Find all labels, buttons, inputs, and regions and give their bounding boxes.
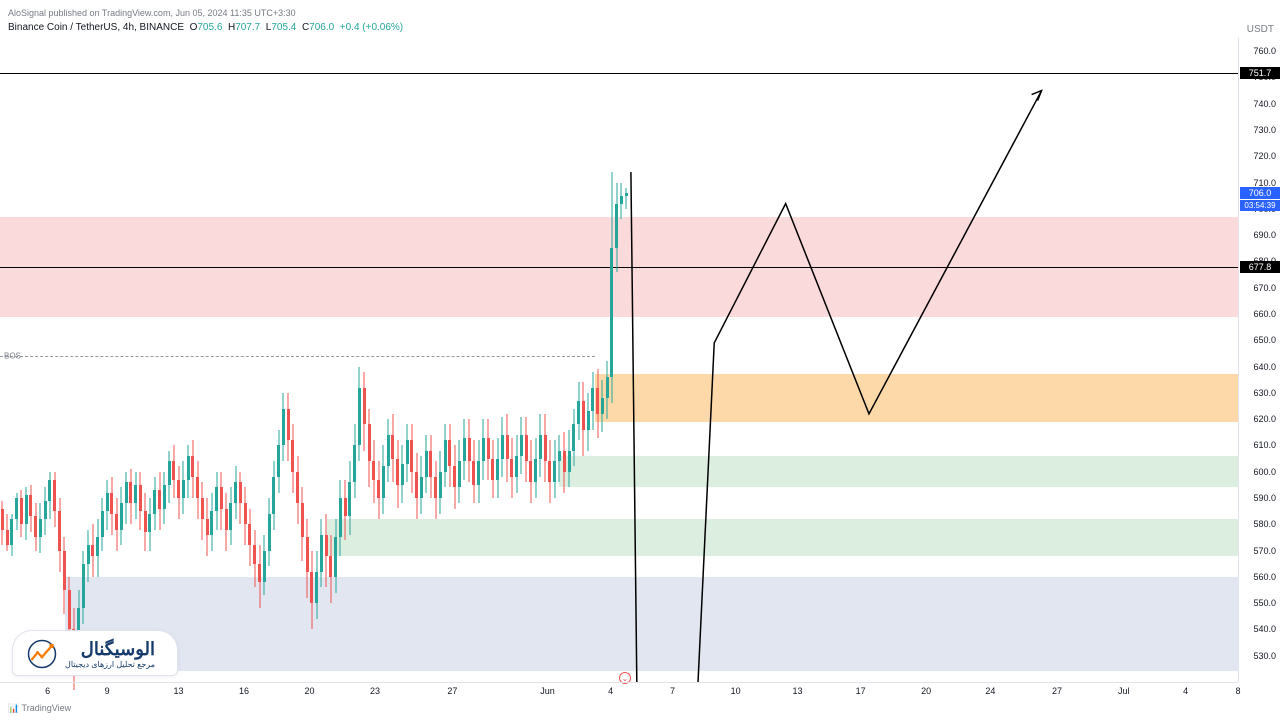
- symbol-ohlc: Binance Coin / TetherUS, 4h, BINANCE O70…: [8, 22, 403, 33]
- y-tick: 560.0: [1253, 572, 1276, 582]
- x-axis[interactable]: 6 9 13 16 20 23 27 Jun 4 7 10 13 17 20 24 27 Jul 4 8: [0, 682, 1238, 700]
- y-tick: 620.0: [1253, 414, 1276, 424]
- y-tick: 660.0: [1253, 309, 1276, 319]
- brand-logo-icon: [27, 639, 57, 669]
- y-tick: 530.0: [1253, 651, 1276, 661]
- y-tick: 610.0: [1253, 440, 1276, 450]
- price-tag: 751.7: [1240, 67, 1280, 79]
- brand-subtitle: مرجع تحلیل ارزهای دیجیتال: [65, 660, 155, 669]
- chart-area[interactable]: BOS⌄: [0, 38, 1238, 682]
- tradingview-mark: 📊 TradingView: [8, 703, 71, 714]
- x-tick: 23: [370, 686, 380, 696]
- x-tick: 4: [1183, 686, 1188, 696]
- y-tick: 540.0: [1253, 624, 1276, 634]
- y-tick: 740.0: [1253, 99, 1276, 109]
- y-tick: 690.0: [1253, 230, 1276, 240]
- x-tick: Jun: [540, 686, 555, 696]
- ohlc-c: 706.0: [309, 22, 334, 33]
- symbol-name: Binance Coin / TetherUS, 4h, BINANCE: [8, 22, 184, 33]
- y-axis-title: USDT: [1247, 24, 1274, 35]
- y-axis[interactable]: USDT 760.0750.0740.0730.0720.0710.0700.0…: [1238, 38, 1280, 682]
- y-tick: 730.0: [1253, 125, 1276, 135]
- y-tick: 710.0: [1253, 178, 1276, 188]
- x-tick: 9: [105, 686, 110, 696]
- ohlc-h: 707.7: [235, 22, 260, 33]
- ohlc-change: +0.4 (+0.06%): [340, 22, 403, 33]
- ohlc-o: 705.6: [197, 22, 222, 33]
- x-tick: 13: [793, 686, 803, 696]
- y-tick: 570.0: [1253, 546, 1276, 556]
- x-tick: 7: [670, 686, 675, 696]
- projection-path: [0, 38, 1238, 682]
- x-tick: 6: [45, 686, 50, 696]
- price-tag: 677.8: [1240, 261, 1280, 273]
- x-tick: 17: [856, 686, 866, 696]
- y-tick: 600.0: [1253, 467, 1276, 477]
- y-tick: 590.0: [1253, 493, 1276, 503]
- countdown-tag: 03:54:39: [1240, 200, 1280, 211]
- brand-badge: الوسیگنال مرجع تحلیل ارزهای دیجیتال: [12, 630, 178, 676]
- x-tick: 4: [608, 686, 613, 696]
- brand-name: الوسیگنال: [81, 639, 155, 660]
- y-tick: 670.0: [1253, 283, 1276, 293]
- ohlc-l: 705.4: [271, 22, 296, 33]
- x-tick: Jul: [1118, 686, 1130, 696]
- x-tick: 16: [239, 686, 249, 696]
- y-tick: 720.0: [1253, 151, 1276, 161]
- y-tick: 760.0: [1253, 46, 1276, 56]
- y-tick: 640.0: [1253, 362, 1276, 372]
- x-tick: 8: [1235, 686, 1240, 696]
- x-tick: 20: [304, 686, 314, 696]
- y-tick: 550.0: [1253, 598, 1276, 608]
- x-tick: 27: [1052, 686, 1062, 696]
- y-tick: 650.0: [1253, 335, 1276, 345]
- x-tick: 20: [921, 686, 931, 696]
- y-tick: 580.0: [1253, 519, 1276, 529]
- price-tag: 706.0: [1240, 187, 1280, 199]
- x-tick: 24: [985, 686, 995, 696]
- x-tick: 10: [731, 686, 741, 696]
- x-tick: 13: [174, 686, 184, 696]
- x-tick: 27: [447, 686, 457, 696]
- publish-credit: AloSignal published on TradingView.com, …: [8, 8, 296, 18]
- y-tick: 630.0: [1253, 388, 1276, 398]
